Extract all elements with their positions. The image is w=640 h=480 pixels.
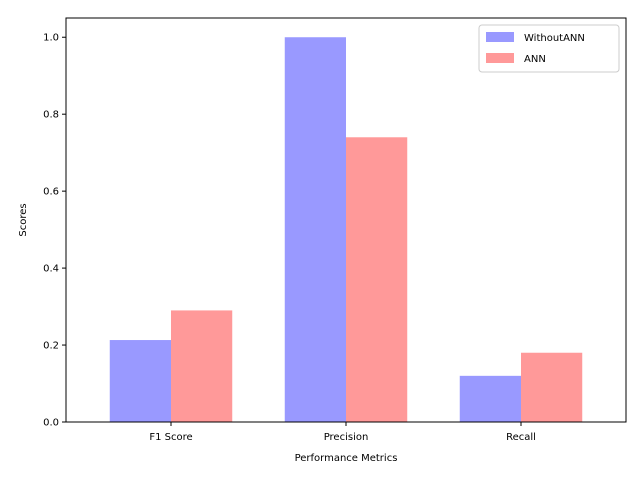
x-tick-label: F1 Score [149, 432, 192, 443]
x-tick-label: Precision [324, 432, 369, 443]
legend-label: ANN [524, 54, 546, 65]
legend-swatch [486, 53, 514, 63]
bar-ann-precision [346, 137, 408, 422]
x-axis-label: Performance Metrics [295, 453, 398, 464]
plot-area-frame [65, 17, 627, 423]
x-axis-ticks: F1 Score Precision Recall [149, 422, 536, 443]
bar-ann-recall [521, 352, 583, 422]
bar-withoutann-recall [459, 375, 521, 422]
y-tick-label: 1.0 [43, 33, 59, 44]
y-tick-label: 0.2 [43, 341, 59, 352]
legend-swatch [486, 32, 514, 42]
legend: WithoutANN ANN [478, 24, 620, 73]
x-tick-label: Recall [506, 432, 536, 443]
bar-withoutann-f1-score [109, 340, 171, 422]
y-tick-label: 0.0 [43, 418, 59, 429]
y-axis-ticks: 0.0 0.2 0.4 0.6 0.8 1.0 [43, 33, 66, 429]
y-tick-label: 0.8 [43, 110, 59, 121]
y-tick-label: 0.4 [43, 264, 59, 275]
bar-ann-f1-score [171, 310, 233, 422]
y-axis-label: Scores [18, 203, 29, 236]
bar-withoutann-precision [284, 37, 346, 422]
bars-layer [109, 37, 583, 422]
legend-label: WithoutANN [524, 33, 585, 44]
y-tick-label: 0.6 [43, 187, 59, 198]
